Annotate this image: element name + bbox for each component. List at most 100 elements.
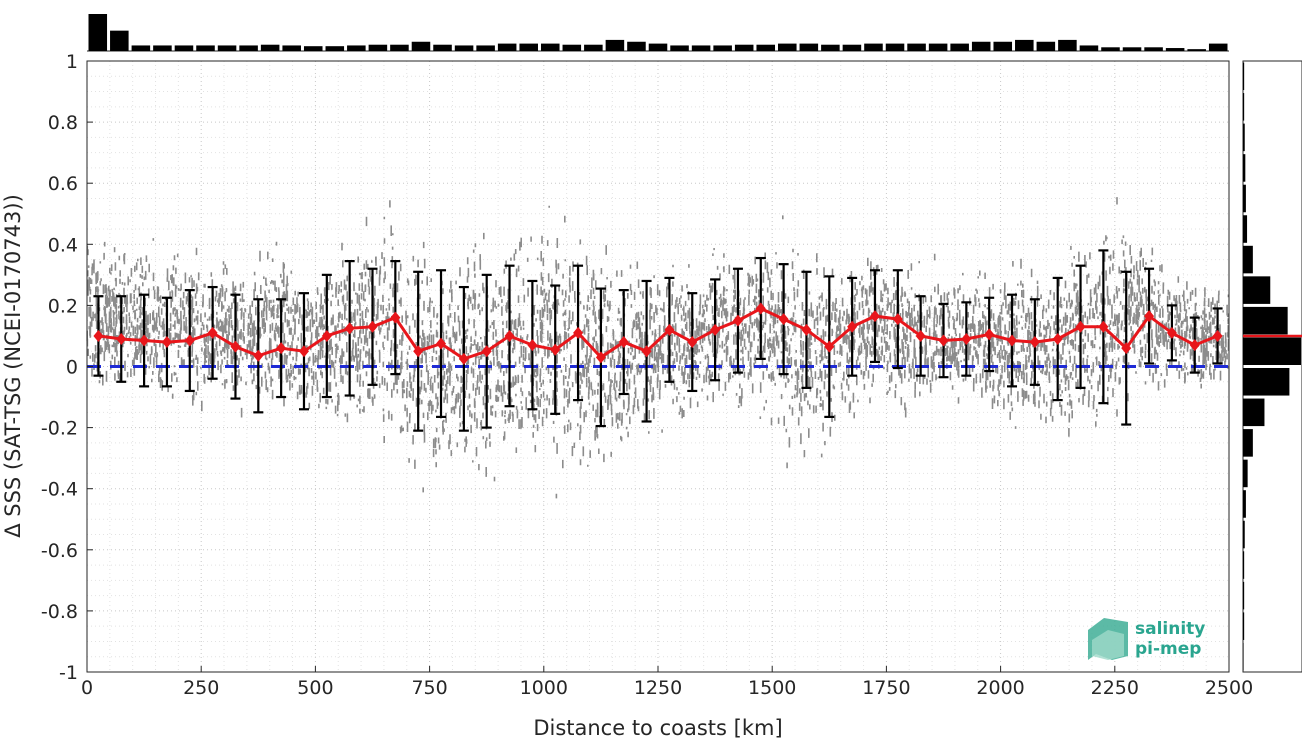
top-histogram-bar — [433, 44, 452, 51]
mean-point — [184, 334, 195, 347]
mean-point — [1144, 310, 1155, 323]
top-histogram-bar — [411, 41, 431, 51]
top-histogram-bar — [584, 44, 603, 51]
top-histogram-bar — [131, 45, 151, 51]
mean-point — [230, 340, 241, 353]
x-axis: 0 250 500 750 1000 1250 1500 1750 2000 2250 2500 — [81, 666, 1253, 699]
x-tick-label: 0 — [81, 677, 93, 699]
right-histogram-bar — [1243, 398, 1265, 427]
top-histogram-bar — [971, 41, 991, 51]
mean-point — [869, 310, 880, 323]
x-axis-title: Distance to coasts [km] — [533, 716, 782, 740]
x-tick-label: 2250 — [1091, 677, 1139, 699]
top-histogram-bar — [1165, 48, 1185, 51]
top-histogram-bar — [821, 44, 840, 51]
top-histogram-bar — [842, 44, 862, 51]
mean-point — [344, 322, 355, 335]
top-histogram-bar — [282, 45, 301, 51]
mean-point — [1007, 334, 1018, 347]
mean-point — [938, 334, 949, 347]
binned-mean-series — [93, 302, 1223, 365]
mean-point — [253, 349, 264, 362]
x-tick-label: 250 — [183, 677, 219, 699]
mean-point — [1189, 339, 1200, 352]
y-tick-label: -0.6 — [41, 540, 78, 562]
top-histogram-bar — [1101, 47, 1120, 51]
mean-point — [892, 313, 903, 326]
top-histogram-bar — [993, 41, 1013, 51]
top-histogram-bar — [303, 46, 323, 51]
top-histogram-bar — [260, 44, 280, 51]
mean-point — [915, 329, 926, 342]
y-tick-label: -1 — [59, 662, 78, 684]
right-histogram-bar — [1243, 429, 1253, 457]
right-histogram-bar — [1243, 184, 1246, 213]
right-histogram-bar — [1243, 642, 1244, 671]
y-axis-title: Δ SSS (SAT-TSG (NCEI-0170743)) — [1, 194, 25, 538]
top-histogram-bar — [196, 45, 215, 51]
y-tick-label: 0.8 — [48, 112, 78, 134]
top-histogram-bar — [648, 43, 668, 51]
right-histogram-bar — [1243, 490, 1246, 518]
y-tick-label: 0.6 — [48, 173, 78, 195]
x-tick-label: 1000 — [520, 677, 568, 699]
top-histogram-bar — [476, 45, 495, 51]
logo-wave-icon-inner — [1092, 630, 1124, 660]
x-tick-label: 2500 — [1205, 677, 1253, 699]
logo-line2: pi-mep — [1135, 639, 1201, 659]
top-histogram-bar — [713, 45, 732, 51]
salinity-pi-mep-logo: salinity pi-mep — [1088, 618, 1205, 660]
top-histogram-bar — [1079, 45, 1099, 51]
right-histogram-bar — [1243, 368, 1290, 396]
x-tick-label: 2000 — [976, 677, 1024, 699]
right-histogram-bar — [1243, 154, 1246, 182]
y-tick-label: -0.4 — [41, 479, 78, 501]
right-histogram — [1243, 62, 1302, 671]
mean-point — [390, 311, 401, 324]
y-tick-label: -0.8 — [41, 601, 78, 623]
top-histogram-bar — [734, 44, 754, 51]
mean-point — [755, 302, 766, 315]
top-histogram-bar — [540, 43, 560, 51]
mean-point — [824, 340, 835, 353]
top-histogram-bar — [390, 44, 409, 51]
top-histogram-bar — [907, 43, 926, 51]
mean-point — [1098, 320, 1109, 333]
right-histogram-bar — [1243, 62, 1245, 91]
top-histogram-bar — [1122, 47, 1142, 51]
top-histogram-bar — [497, 43, 517, 51]
top-histogram-bar — [88, 14, 108, 51]
mean-point — [116, 333, 127, 346]
mean-point — [847, 320, 858, 333]
mean-point — [778, 313, 789, 326]
mean-point — [413, 345, 424, 358]
mean-point — [1212, 329, 1223, 342]
top-histogram-bar — [864, 43, 883, 51]
right-histogram-frame — [1242, 60, 1302, 673]
right-histogram-bar — [1243, 245, 1253, 274]
top-histogram-bar — [1015, 39, 1034, 51]
mean-point — [687, 336, 698, 349]
top-histogram-bar — [347, 45, 366, 51]
mean-point — [93, 329, 104, 342]
right-histogram-bar — [1243, 123, 1245, 152]
top-histogram-bar — [627, 41, 646, 51]
mean-point — [984, 328, 995, 341]
top-histogram-bar — [325, 46, 345, 51]
top-histogram-bar — [691, 45, 711, 51]
mean-point — [458, 352, 469, 365]
mean-point — [527, 339, 538, 352]
mean-point — [161, 336, 172, 349]
mean-point — [1052, 333, 1063, 346]
x-tick-label: 750 — [411, 677, 447, 699]
mean-point — [1029, 336, 1040, 349]
top-histogram-bar — [562, 44, 582, 51]
y-tick-label: -0.2 — [41, 418, 78, 440]
mean-point — [710, 323, 721, 336]
mean-point — [550, 343, 561, 356]
x-tick-label: 1750 — [862, 677, 910, 699]
top-histogram-bar — [928, 43, 948, 51]
y-tick-label: 1 — [66, 51, 78, 73]
top-histogram — [87, 14, 1229, 52]
